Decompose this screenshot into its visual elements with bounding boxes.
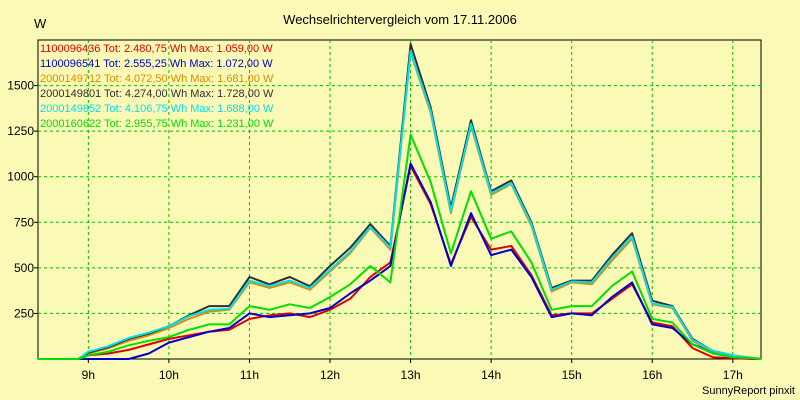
x-tick-label: 11h (240, 368, 259, 382)
x-tick-label: 9h (82, 368, 95, 382)
x-tick-label: 14h (481, 368, 501, 382)
legend-entry-4: 2000149801 Tot: 4.274,00 Wh Max: 1.728,0… (40, 88, 274, 100)
y-tick-label: 250 (14, 306, 34, 320)
y-tick-label: 500 (14, 261, 34, 275)
x-tick-label: 10h (159, 368, 179, 382)
x-axis-ticks: 9h 10h 11h 12h 13h 14h 15h 16h 17h (82, 359, 743, 382)
x-tick-label: 12h (320, 368, 340, 382)
legend-entry-1: 1100096436 Tot: 2.480,75 Wh Max: 1.059,0… (40, 43, 273, 55)
legend-entry-3: 2000149712 Tot: 4.072,50 Wh Max: 1.681,0… (40, 73, 274, 85)
y-tick-label: 1250 (7, 124, 34, 138)
legend-entry-6: 2000160622 Tot: 2.955,75 Wh Max: 1.231,0… (40, 118, 274, 130)
x-tick-label: 13h (401, 368, 421, 382)
series-layer (38, 43, 762, 360)
legend-entry-2: 1100096541 Tot: 2.555,25 Wh Max: 1.072,0… (40, 58, 273, 70)
y-axis-unit: W (34, 16, 47, 31)
footer-credit: SunnyReport pinxit (702, 385, 795, 397)
x-tick-label: 17h (723, 368, 743, 382)
x-tick-label: 16h (642, 368, 662, 382)
series-line-6 (38, 133, 762, 360)
legend: 1100096436 Tot: 2.480,75 Wh Max: 1.059,0… (40, 43, 274, 130)
y-tick-label: 1000 (7, 170, 34, 184)
y-tick-label: 750 (14, 215, 34, 229)
y-tick-label: 1500 (7, 79, 34, 93)
plot-area (37, 39, 762, 360)
x-tick-label: 15h (562, 368, 582, 382)
series-line-5 (38, 50, 762, 360)
y-axis-ticks: 250 500 750 1000 1250 1500 (7, 79, 38, 320)
legend-entry-5: 2000149852 Tot: 4.106,75 Wh Max: 1.688,0… (40, 103, 274, 115)
chart-title: Wechselrichtervergleich vom 17.11.2006 (283, 12, 517, 27)
